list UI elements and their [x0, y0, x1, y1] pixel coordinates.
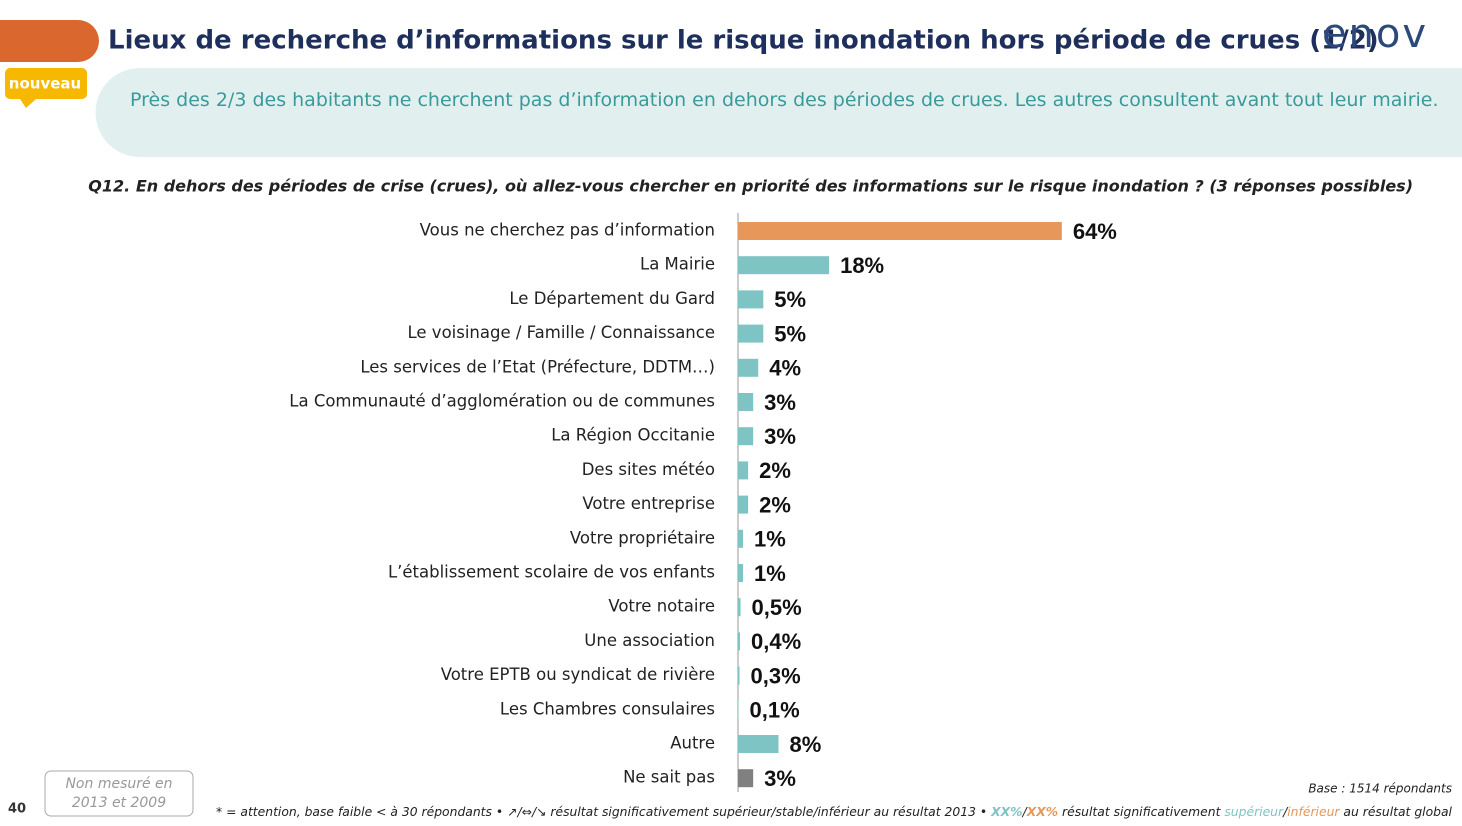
value-label: 1%: [754, 527, 786, 552]
note-part: résultat significativement: [1058, 805, 1224, 819]
value-label: 64%: [1073, 219, 1117, 244]
value-label: 5%: [774, 321, 806, 346]
note-part: /: [1282, 805, 1289, 819]
category-label: Le voisinage / Famille / Connaissance: [408, 323, 716, 342]
category-label: Votre EPTB ou syndicat de rivière: [441, 665, 715, 684]
bar: [738, 700, 739, 719]
value-label: 5%: [774, 287, 806, 312]
value-label: 8%: [789, 732, 821, 757]
footnote: * = attention, base faible < à 30 répond…: [216, 805, 1453, 819]
value-label: 0,3%: [751, 663, 801, 688]
category-label: Votre entreprise: [582, 494, 715, 513]
category-label: Autre: [670, 734, 715, 753]
bar: [738, 666, 740, 685]
page-number: 40: [8, 802, 26, 817]
not-measured: Non mesuré en: [65, 776, 172, 792]
value-label: 4%: [769, 356, 801, 381]
summary-box: [95, 68, 1462, 157]
value-label: 18%: [840, 253, 884, 278]
bar: [738, 632, 741, 651]
bar: [738, 222, 1062, 240]
not-measured-box: [44, 770, 194, 817]
bar: [738, 769, 754, 788]
category-label: Des sites météo: [582, 460, 715, 479]
note-part: supérieur: [1224, 805, 1284, 819]
title: Lieux de recherche d’informations sur le…: [108, 26, 1379, 56]
summary: Près des 2/3 des habitants ne cherchent …: [130, 89, 1439, 111]
title-tab: [0, 20, 99, 62]
bar: [738, 735, 779, 753]
badge: [5, 68, 87, 108]
value-label: 0,1%: [750, 698, 800, 723]
note-part: au résultat global: [1340, 805, 1453, 819]
category-label: L’établissement scolaire de vos enfants: [388, 563, 715, 582]
base: Base : 1514 répondants: [1308, 782, 1452, 796]
value-label: 3%: [764, 390, 796, 415]
note-part: supérieur/stable/inférieur: [713, 805, 871, 819]
category-label: Vous ne cherchez pas d’information: [420, 221, 715, 240]
category-label: La Mairie: [640, 255, 715, 274]
bar: [738, 495, 749, 514]
note-part: /: [1022, 805, 1029, 819]
bar: [738, 324, 764, 343]
note-part: * = attention, base faible < à 30 répond…: [216, 805, 713, 819]
badge-text: nouveau: [9, 75, 81, 93]
bar: [738, 529, 744, 548]
not-measured: 2013 et 2009: [72, 795, 166, 811]
value-label: 0,4%: [751, 629, 801, 654]
question: Q12. En dehors des périodes de crise (cr…: [88, 177, 1413, 196]
note-part: XX%: [990, 805, 1022, 819]
value-label: 0,5%: [752, 595, 802, 620]
logo: enov: [1322, 11, 1428, 57]
bar: [738, 461, 749, 480]
category-label: Votre propriétaire: [570, 528, 715, 547]
value-label: 3%: [764, 766, 796, 791]
bar: [738, 290, 764, 309]
category-label: Les Chambres consulaires: [500, 699, 715, 718]
note-part: au résultat 2013 •: [870, 805, 991, 819]
bar: [738, 393, 754, 411]
bar: [738, 598, 741, 617]
category-label: Ne sait pas: [623, 768, 715, 787]
note-part: XX%: [1026, 805, 1058, 819]
category-label: La Région Occitanie: [551, 426, 715, 445]
category-label: Votre notaire: [608, 597, 715, 616]
bar: [738, 256, 830, 275]
bar: [738, 427, 754, 446]
category-label: Une association: [584, 631, 715, 650]
note-part: inférieur: [1287, 805, 1340, 819]
value-label: 1%: [754, 561, 786, 586]
category-label: Les services de l’Etat (Préfecture, DDTM…: [360, 357, 715, 376]
category-label: Le Département du Gard: [509, 289, 715, 308]
value-label: 2%: [759, 458, 791, 483]
bar: [738, 564, 744, 582]
value-label: 2%: [759, 492, 791, 517]
category-label: La Communauté d’agglomération ou de comm…: [289, 392, 715, 411]
value-label: 3%: [764, 424, 796, 449]
bar: [738, 358, 759, 377]
